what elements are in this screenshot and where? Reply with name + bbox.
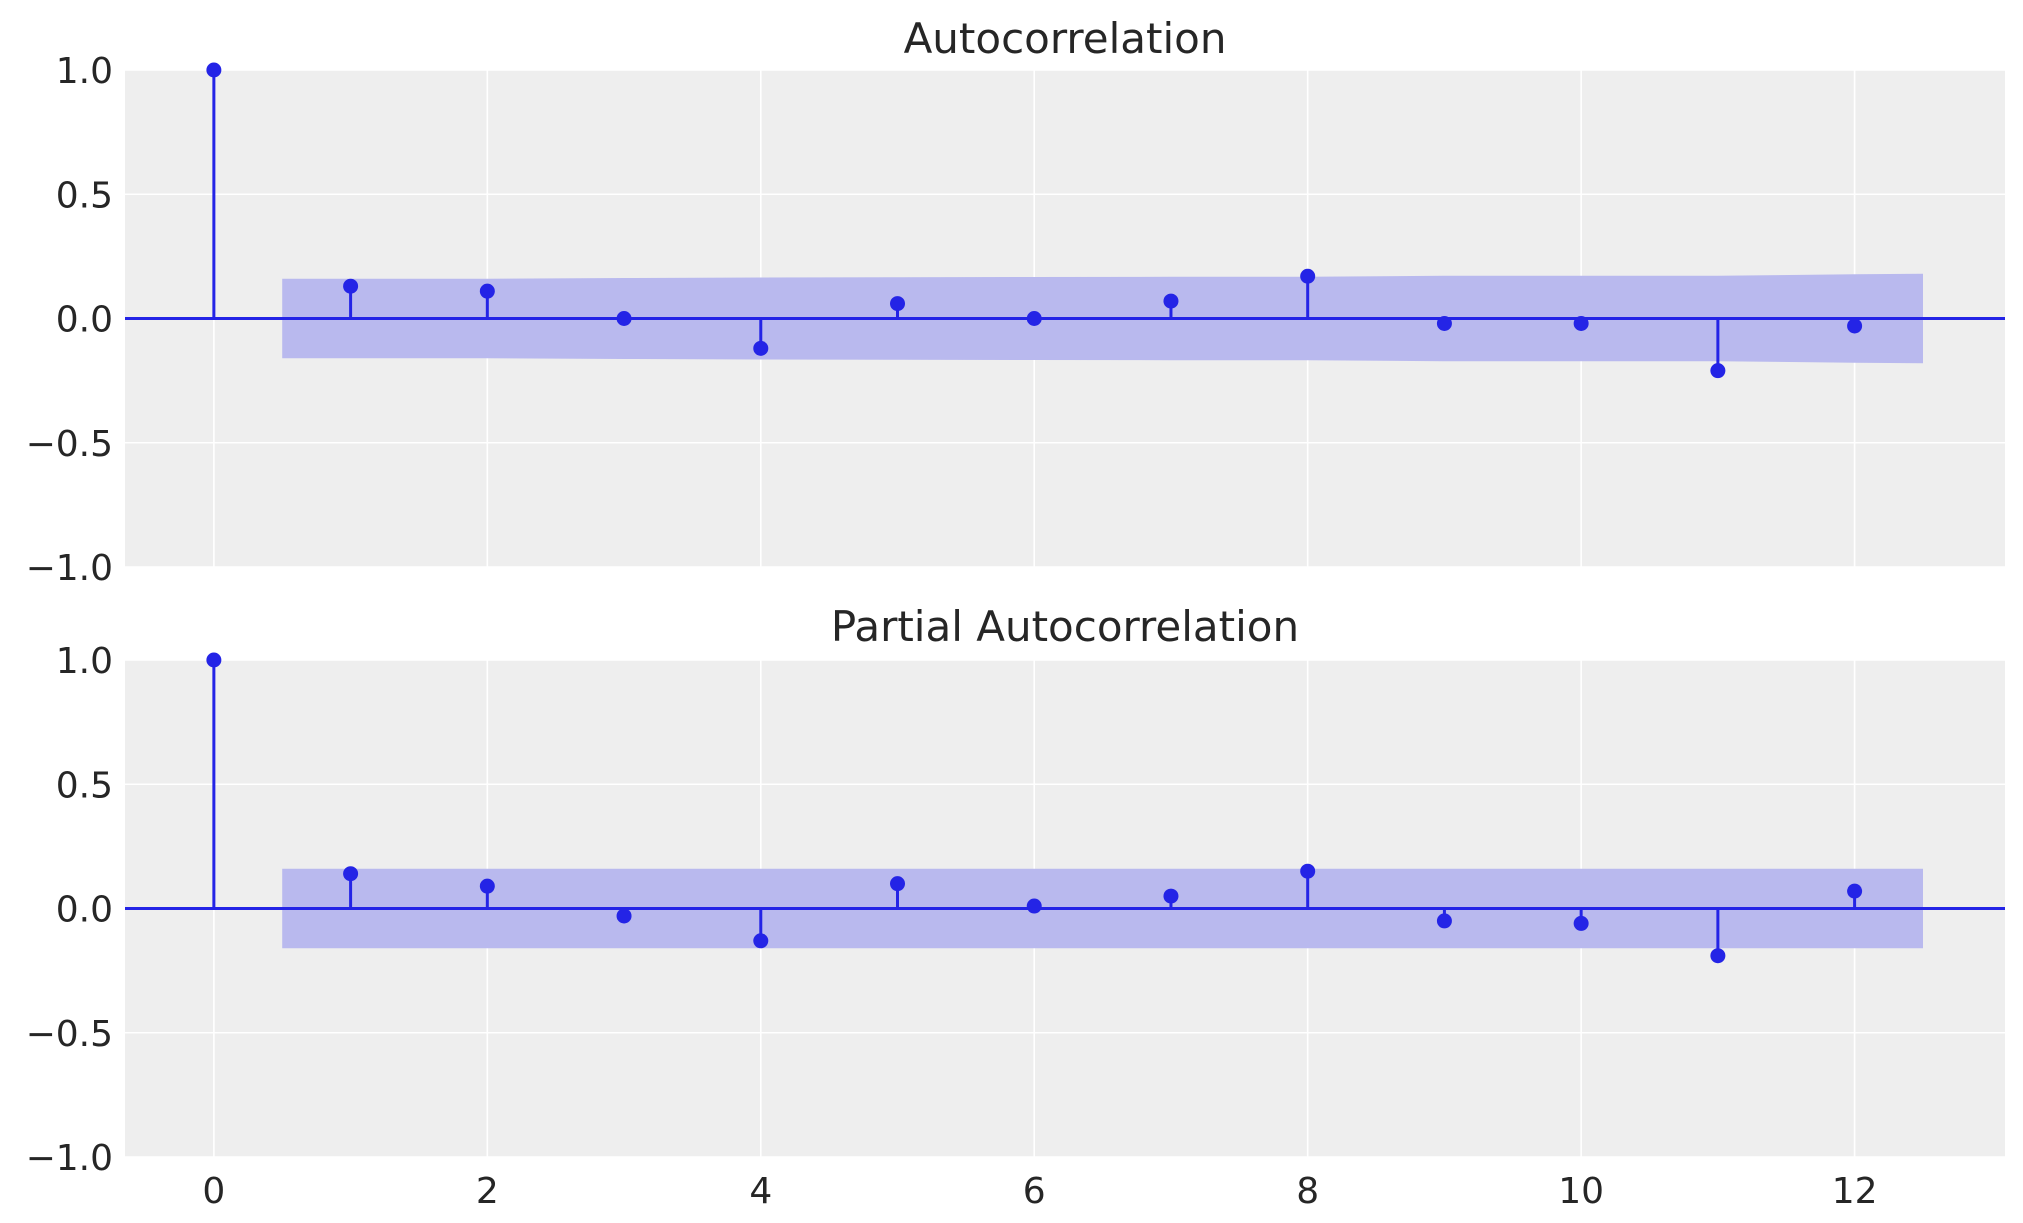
partial-autocorrelation-panel: −1.0 −0.5 0.0 0.5 1.0 0 2 4 6 8 10 12 Partial Autoco… xyxy=(26,602,2005,1212)
stem-marker xyxy=(206,652,222,668)
stem-marker xyxy=(1573,315,1589,331)
stem-marker xyxy=(1847,318,1863,334)
x-tick-label: 2 xyxy=(476,1171,499,1212)
y-tick-label: −0.5 xyxy=(26,424,113,465)
y-tick-label: −1.0 xyxy=(26,548,113,589)
stem-marker xyxy=(1300,863,1316,879)
stem-marker xyxy=(1163,888,1179,904)
y-tick-label: −0.5 xyxy=(26,1014,113,1055)
y-tick-label: 0.5 xyxy=(56,175,113,216)
y-tick-label: 0.0 xyxy=(56,300,113,341)
stem-marker xyxy=(1710,948,1726,964)
stem-marker xyxy=(1026,311,1042,326)
stem-marker xyxy=(479,878,495,894)
y-tick-label: −1.0 xyxy=(26,1138,113,1179)
stem-marker xyxy=(616,311,632,326)
x-tick-label: 0 xyxy=(202,1171,225,1212)
stem-marker xyxy=(616,908,632,924)
stem-marker xyxy=(1026,898,1042,914)
x-tick-label: 6 xyxy=(1023,1171,1046,1212)
x-tick-label: 12 xyxy=(1832,1171,1878,1212)
stem-marker xyxy=(206,62,222,78)
stem-marker xyxy=(890,296,906,312)
stem-marker xyxy=(1710,363,1726,379)
y-tick-label: 1.0 xyxy=(56,51,113,92)
stem-marker xyxy=(753,933,769,949)
panel-title: Partial Autocorrelation xyxy=(831,602,1299,651)
x-tick-label: 10 xyxy=(1558,1171,1604,1212)
y-tick-label: 0.0 xyxy=(56,890,113,931)
autocorrelation-panel: −1.0 −0.5 0.0 0.5 1.0 Autocorrelation xyxy=(26,14,2005,589)
stem-marker xyxy=(753,340,769,356)
stem-marker xyxy=(1300,268,1316,284)
x-tick-label: 4 xyxy=(749,1171,772,1212)
stem-marker xyxy=(1436,315,1452,331)
stem-marker xyxy=(479,283,495,299)
x-tick-label: 8 xyxy=(1296,1171,1319,1212)
stem-marker xyxy=(890,876,906,892)
stem-marker xyxy=(343,866,359,882)
stem-marker xyxy=(1436,913,1452,929)
stem-marker xyxy=(343,278,359,294)
panel-title: Autocorrelation xyxy=(904,14,1227,63)
y-tick-label: 1.0 xyxy=(56,641,113,682)
stem-marker xyxy=(1163,293,1179,309)
stem-marker xyxy=(1573,915,1589,931)
stem-marker xyxy=(1847,883,1863,899)
y-tick-label: 0.5 xyxy=(56,765,113,806)
